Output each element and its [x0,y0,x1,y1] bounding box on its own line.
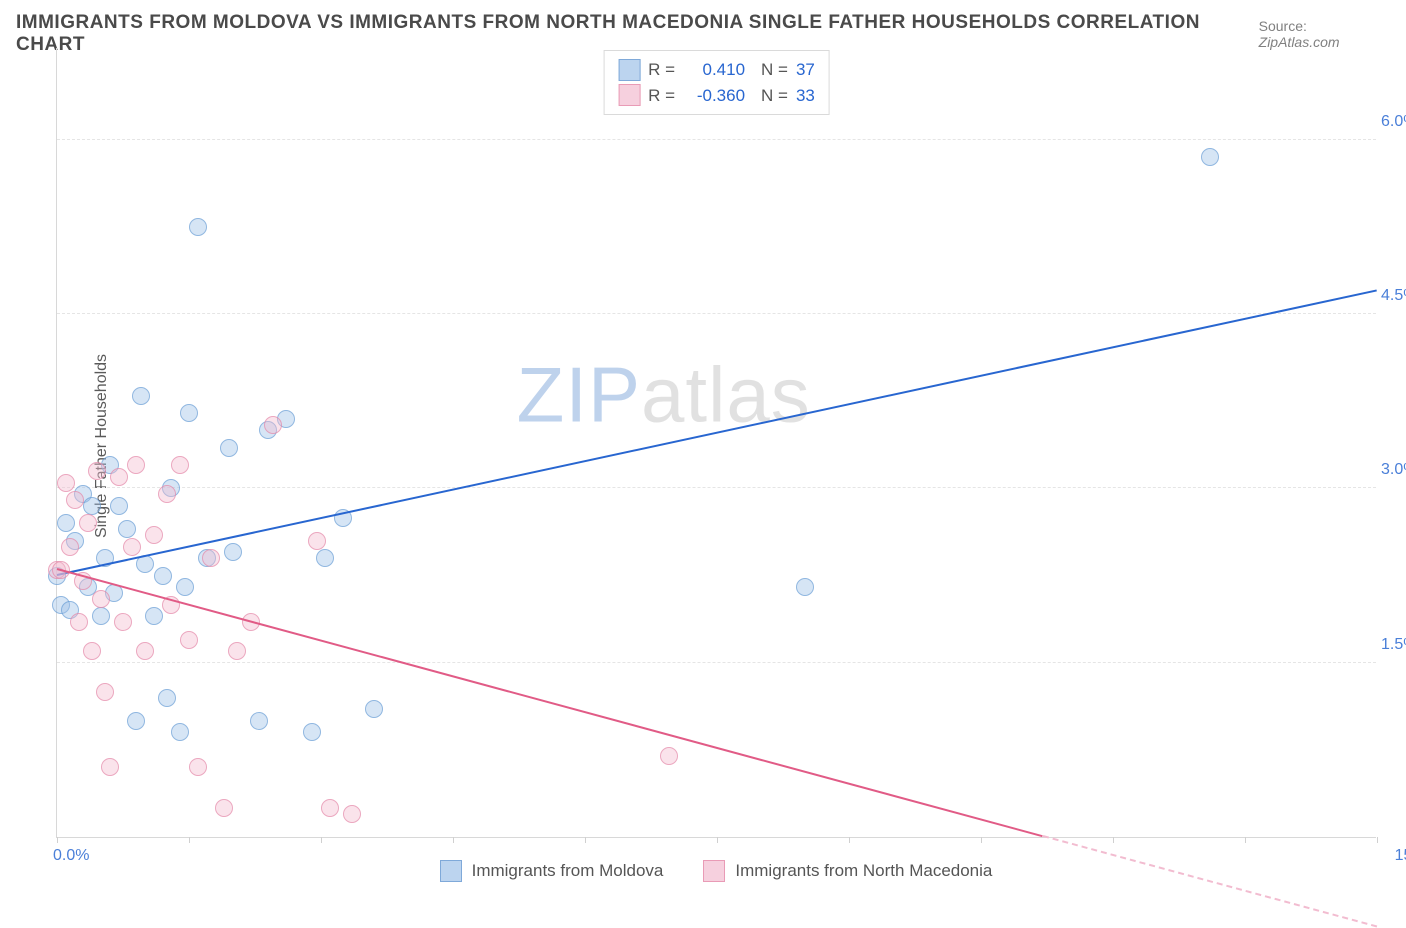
data-point [189,218,207,236]
data-point [321,799,339,817]
x-tick [849,837,850,843]
data-point [136,642,154,660]
legend-row-series-1: R = -0.360 N = 33 [618,83,815,109]
data-point [96,683,114,701]
gridline [57,313,1376,314]
x-tick [1245,837,1246,843]
data-point [66,491,84,509]
legend-label: Immigrants from Moldova [472,861,664,881]
data-point [101,758,119,776]
data-point [83,642,101,660]
gridline [57,487,1376,488]
data-point [189,758,207,776]
data-point [171,723,189,741]
data-point [57,474,75,492]
data-point [1201,148,1219,166]
x-tick [1377,837,1378,843]
data-point [132,387,150,405]
data-point [127,712,145,730]
data-point [228,642,246,660]
data-point [303,723,321,741]
data-point [70,613,88,631]
data-point [118,520,136,538]
data-point [180,631,198,649]
data-point [171,456,189,474]
data-point [158,485,176,503]
data-point [57,514,75,532]
data-point [145,607,163,625]
trend-line [57,568,1043,837]
correlation-legend: R = 0.410 N = 37 R = -0.360 N = 33 [603,50,830,115]
x-tick [189,837,190,843]
series-legend: Immigrants from Moldova Immigrants from … [56,860,1376,882]
data-point [110,468,128,486]
y-tick-label: 6.0% [1381,113,1406,131]
data-point [92,590,110,608]
y-tick-label: 4.5% [1381,287,1406,305]
y-tick-label: 1.5% [1381,636,1406,654]
data-point [154,567,172,585]
data-point [224,543,242,561]
x-tick [717,837,718,843]
data-point [365,700,383,718]
data-point [215,799,233,817]
data-point [145,526,163,544]
data-point [202,549,220,567]
data-point [308,532,326,550]
swatch-series-1 [618,84,640,106]
data-point [180,404,198,422]
data-point [660,747,678,765]
watermark-text: ZIPatlas [517,350,811,441]
trend-line [57,289,1377,576]
data-point [158,689,176,707]
data-point [127,456,145,474]
legend-row-series-0: R = 0.410 N = 37 [618,57,815,83]
x-tick [585,837,586,843]
data-point [83,497,101,515]
data-point [110,497,128,515]
x-tick [57,837,58,843]
legend-item-series-0: Immigrants from Moldova [440,860,664,882]
x-tick [321,837,322,843]
data-point [220,439,238,457]
gridline [57,139,1376,140]
data-point [88,462,106,480]
data-point [264,416,282,434]
data-point [92,607,110,625]
y-tick-label: 3.0% [1381,461,1406,479]
data-point [176,578,194,596]
data-point [79,514,97,532]
chart-plot-area: ZIPatlas R = 0.410 N = 37 R = -0.360 N =… [56,48,1376,838]
x-tick [453,837,454,843]
source-attribution: Source: ZipAtlas.com [1259,18,1390,50]
swatch-icon [440,860,462,882]
x-tick [1113,837,1114,843]
data-point [123,538,141,556]
x-tick-label-max: 15.0% [1395,847,1406,865]
legend-item-series-1: Immigrants from North Macedonia [703,860,992,882]
data-point [250,712,268,730]
swatch-series-0 [618,59,640,81]
data-point [796,578,814,596]
x-tick [981,837,982,843]
legend-label: Immigrants from North Macedonia [735,861,992,881]
data-point [114,613,132,631]
data-point [61,538,79,556]
swatch-icon [703,860,725,882]
gridline [57,662,1376,663]
data-point [343,805,361,823]
data-point [316,549,334,567]
